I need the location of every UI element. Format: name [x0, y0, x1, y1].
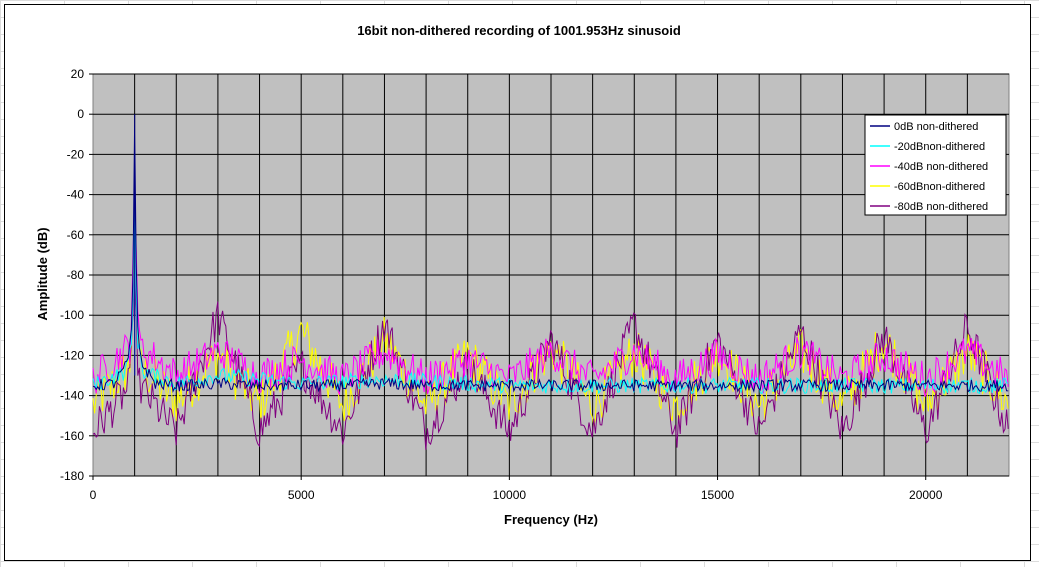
chart-title: 16bit non-dithered recording of 1001.953… [357, 23, 681, 38]
y-axis-title: Amplitude (dB) [35, 227, 50, 320]
x-tick-label: 0 [90, 488, 97, 502]
legend-label: -60dBnon-dithered [894, 181, 985, 193]
y-tick-label: -140 [60, 389, 84, 403]
x-tick-label: 15000 [701, 488, 735, 502]
x-tick-label: 20000 [909, 488, 943, 502]
y-tick-label: -100 [60, 308, 84, 322]
x-tick-label: 10000 [493, 488, 527, 502]
y-tick-label: 0 [77, 107, 84, 121]
y-tick-label: -120 [60, 348, 84, 362]
y-tick-label: -80 [67, 268, 85, 282]
legend-label: 0dB non-dithered [894, 121, 978, 133]
legend-label: -40dB non-dithered [894, 161, 988, 173]
y-tick-label: -180 [60, 469, 84, 483]
y-tick-label: -160 [60, 429, 84, 443]
y-tick-label: -60 [67, 228, 85, 242]
legend-box [864, 114, 1007, 216]
legend-label: -80dB non-dithered [894, 201, 988, 213]
y-tick-label: -40 [67, 188, 85, 202]
y-tick-label: 20 [71, 67, 85, 81]
y-tick-label: -20 [67, 147, 85, 161]
x-tick-label: 5000 [288, 488, 315, 502]
series-line-0 [92, 114, 1009, 393]
x-axis-title: Frequency (Hz) [504, 512, 598, 527]
legend-label: -20dBnon-dithered [894, 141, 985, 153]
